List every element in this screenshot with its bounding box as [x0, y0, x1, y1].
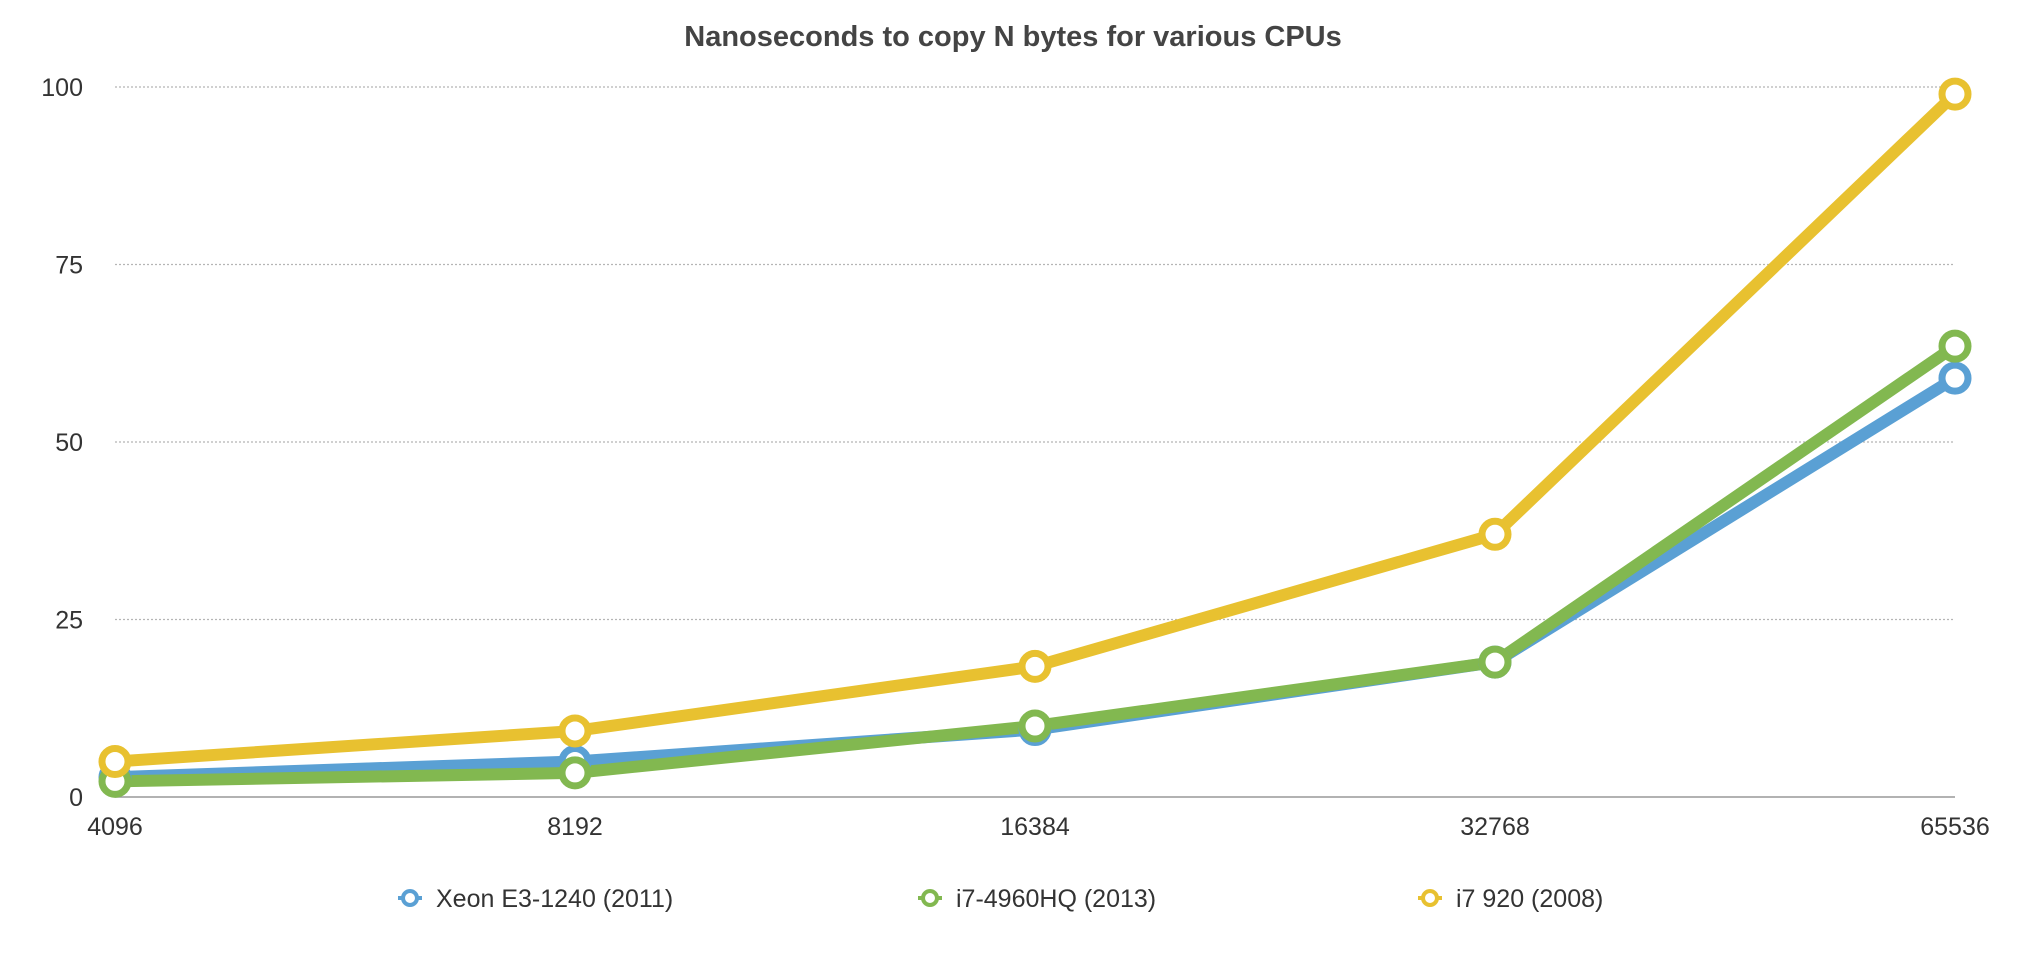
- data-point-series-0-4[interactable]: [1938, 361, 1972, 395]
- x-tick-label: 4096: [87, 813, 143, 841]
- legend-circle-marker: [401, 889, 419, 907]
- legend-item-2[interactable]: i7 920 (2008): [1418, 885, 1603, 913]
- legend-item-0[interactable]: Xeon E3-1240 (2011): [398, 885, 673, 913]
- y-tick-label: 50: [55, 429, 83, 457]
- legend-label: i7-4960HQ (2013): [956, 885, 1156, 913]
- legend-circle-marker: [1421, 889, 1439, 907]
- data-point-series-2-1[interactable]: [558, 714, 592, 748]
- x-tick-label: 32768: [1460, 813, 1530, 841]
- grid-layer: [115, 86, 1955, 621]
- legend-circle-marker: [921, 889, 939, 907]
- x-tick-label: 8192: [547, 813, 603, 841]
- legend-label: Xeon E3-1240 (2011): [436, 885, 673, 913]
- data-point-series-1-2[interactable]: [1018, 709, 1052, 743]
- series-layer: [98, 77, 1972, 798]
- data-point-series-2-3[interactable]: [1478, 517, 1512, 551]
- y-tick-label: 25: [55, 607, 83, 635]
- y-tick-label: 75: [55, 252, 83, 280]
- data-point-series-2-2[interactable]: [1018, 649, 1052, 683]
- y-tick-label: 100: [41, 74, 83, 102]
- data-point-series-2-0[interactable]: [98, 745, 132, 778]
- axis-layer: 0 25 50 75 100 4096 8192 16384 32768 65536: [41, 74, 1989, 841]
- legend-item-1[interactable]: i7-4960HQ (2013): [918, 885, 1156, 913]
- data-point-series-1-4[interactable]: [1938, 329, 1972, 363]
- x-tick-label: 16384: [1000, 813, 1070, 841]
- data-point-series-2-4[interactable]: [1938, 77, 1972, 111]
- legend-label: i7 920 (2008): [1456, 885, 1603, 913]
- data-point-series-1-1[interactable]: [558, 756, 592, 790]
- legend[interactable]: Xeon E3-1240 (2011) i7-4960HQ (2013) i7 92…: [398, 885, 1603, 913]
- x-tick-label: 65536: [1920, 813, 1990, 841]
- data-point-series-1-3[interactable]: [1478, 645, 1512, 679]
- chart-title: Nanoseconds to copy N bytes for various …: [684, 21, 1341, 53]
- y-tick-label: 0: [69, 784, 83, 812]
